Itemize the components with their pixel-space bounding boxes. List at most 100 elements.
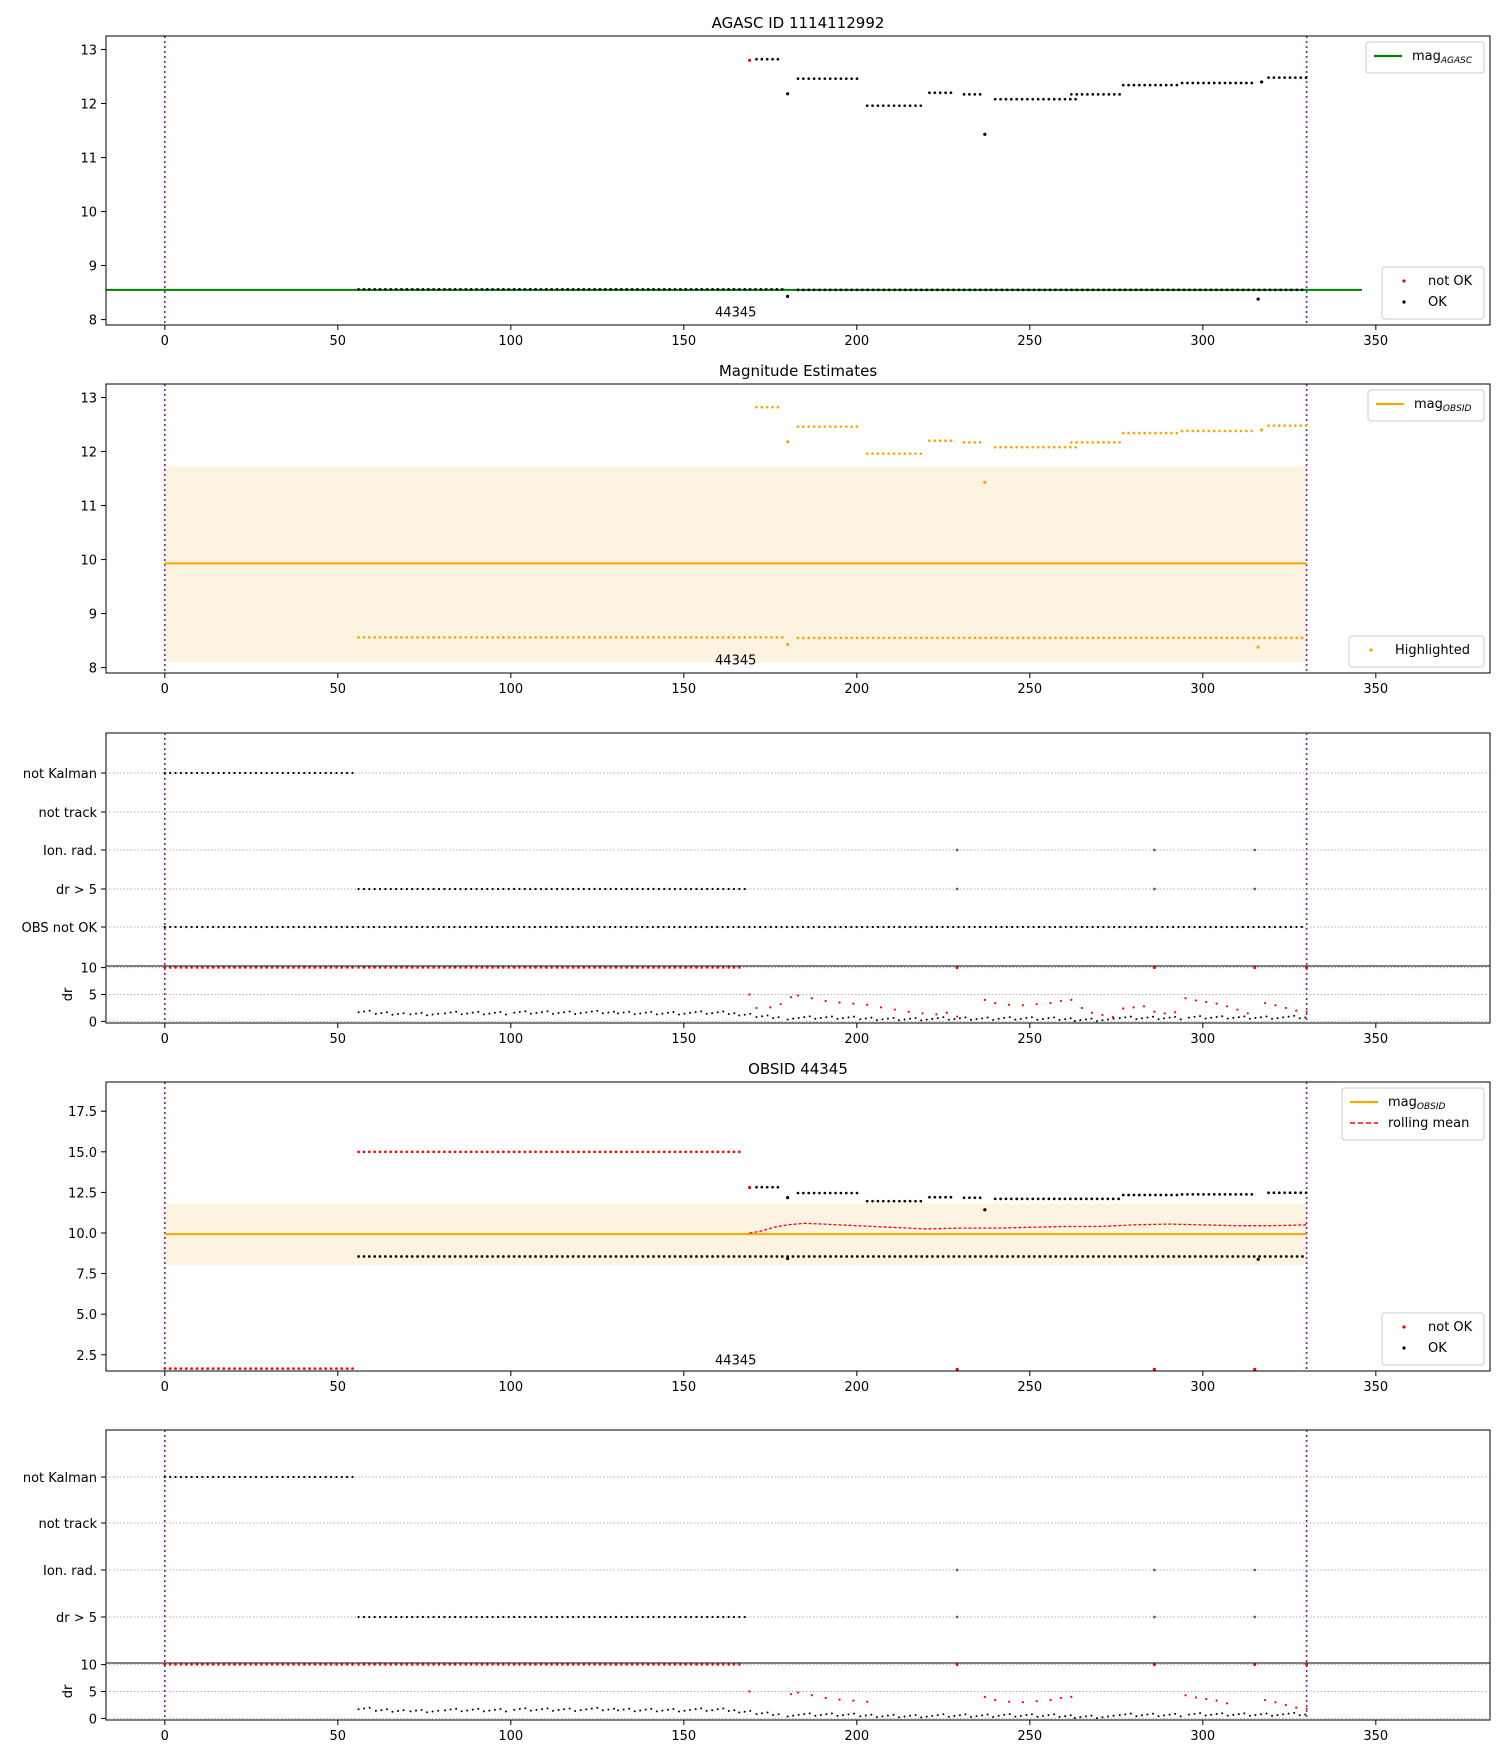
ok-point — [502, 287, 505, 291]
ok-point — [1214, 288, 1218, 292]
flag-point — [769, 925, 772, 929]
not-ok-point — [238, 1367, 242, 1370]
flag-point — [663, 887, 666, 891]
flag-point — [308, 1475, 311, 1479]
not-ok-point — [512, 1150, 516, 1154]
ok-point — [914, 288, 918, 292]
ok-point — [1091, 288, 1095, 292]
flag-point — [706, 887, 709, 891]
dr-point — [357, 1708, 360, 1711]
dr-point — [1140, 1017, 1143, 1020]
ok-point — [1038, 1255, 1042, 1258]
flag-point — [1096, 925, 1100, 929]
dr-high-point — [1264, 1002, 1267, 1005]
dr-point — [914, 1016, 917, 1019]
ok-point — [1121, 83, 1125, 87]
ok-point — [925, 1255, 929, 1258]
flag-point — [572, 887, 575, 891]
flag-point — [828, 925, 831, 929]
dr-point — [942, 1016, 945, 1019]
ok-point — [909, 288, 912, 292]
highlighted-point — [919, 636, 923, 640]
ok-point — [807, 1191, 811, 1195]
dr-point — [1019, 1017, 1022, 1020]
not-ok-point — [190, 1367, 193, 1370]
ok-point — [984, 1255, 988, 1258]
flag-point — [1152, 848, 1156, 852]
flag-point — [362, 1615, 366, 1619]
ok-point — [928, 1195, 931, 1199]
flag-point — [1284, 925, 1287, 929]
dr-capped-point — [587, 1663, 591, 1666]
ok-point — [405, 287, 409, 291]
flag-point — [726, 925, 730, 929]
dr-point — [617, 1012, 620, 1015]
ok-point — [1279, 288, 1283, 292]
flag-point — [502, 887, 505, 891]
flag-point — [561, 887, 564, 891]
flag-point — [711, 1615, 714, 1619]
ok-point — [1193, 1255, 1197, 1258]
ok-point — [993, 97, 997, 101]
ok-point — [1042, 97, 1045, 101]
flag-point — [292, 771, 295, 775]
ok-point — [1015, 1197, 1019, 1201]
ok-point — [598, 287, 602, 291]
flag-point — [174, 771, 177, 775]
flag-point — [217, 771, 220, 775]
highlighted-point — [636, 635, 639, 639]
flag-point — [1253, 887, 1257, 891]
dr-capped-point — [641, 1663, 645, 1666]
ok-point — [877, 288, 880, 292]
ok-point — [1202, 1193, 1205, 1196]
ok-point — [566, 287, 570, 291]
highlighted-point — [807, 636, 811, 640]
ok-point — [448, 1255, 452, 1258]
ok-point — [1134, 1255, 1138, 1258]
not-ok-point — [582, 1150, 586, 1154]
ok-point — [1161, 1255, 1165, 1258]
dr-point — [689, 1011, 692, 1014]
highlighted-point — [432, 635, 436, 639]
dr-point — [666, 1011, 669, 1014]
flag-point — [560, 925, 563, 929]
not-ok-point — [416, 1150, 419, 1154]
dr-point — [1276, 1017, 1279, 1020]
flag-point — [609, 887, 612, 891]
dr-point — [655, 1710, 658, 1713]
dr-point — [493, 1708, 496, 1711]
highlighted-point — [755, 405, 758, 409]
flag-point — [635, 925, 638, 929]
ok-point — [1212, 81, 1216, 85]
dr-capped-point — [340, 1663, 343, 1666]
dr-capped-point — [319, 1663, 322, 1666]
highlighted-point — [1032, 636, 1036, 640]
flag-point — [518, 887, 521, 891]
not-ok-point — [679, 1150, 682, 1154]
ok-point — [1239, 1193, 1243, 1196]
dr-capped-point — [512, 1663, 516, 1666]
flag-point — [785, 925, 789, 929]
dr-capped-point — [668, 1663, 671, 1666]
ok-point — [464, 287, 468, 291]
dr-point — [368, 1706, 371, 1709]
dr-point — [975, 1715, 978, 1718]
dr-point — [504, 1013, 507, 1016]
dr-capped-point — [265, 1663, 268, 1666]
dr-capped-point — [281, 1663, 285, 1666]
highlighted-point — [716, 635, 720, 639]
flag-point — [673, 1615, 677, 1619]
ok-point — [1049, 1255, 1052, 1258]
highlighted-point — [1225, 636, 1229, 640]
ok-point — [903, 104, 907, 108]
dr-point — [1008, 1713, 1011, 1716]
dr-capped-point — [587, 966, 591, 969]
dr-point — [909, 1017, 912, 1020]
ok-point — [764, 287, 768, 291]
dr-capped-point — [502, 1663, 505, 1666]
flag-point — [523, 1615, 526, 1619]
ok-point — [620, 287, 623, 291]
legend-label: not OK — [1428, 274, 1473, 289]
highlighted-point — [1299, 424, 1303, 427]
flag-point — [367, 925, 370, 929]
